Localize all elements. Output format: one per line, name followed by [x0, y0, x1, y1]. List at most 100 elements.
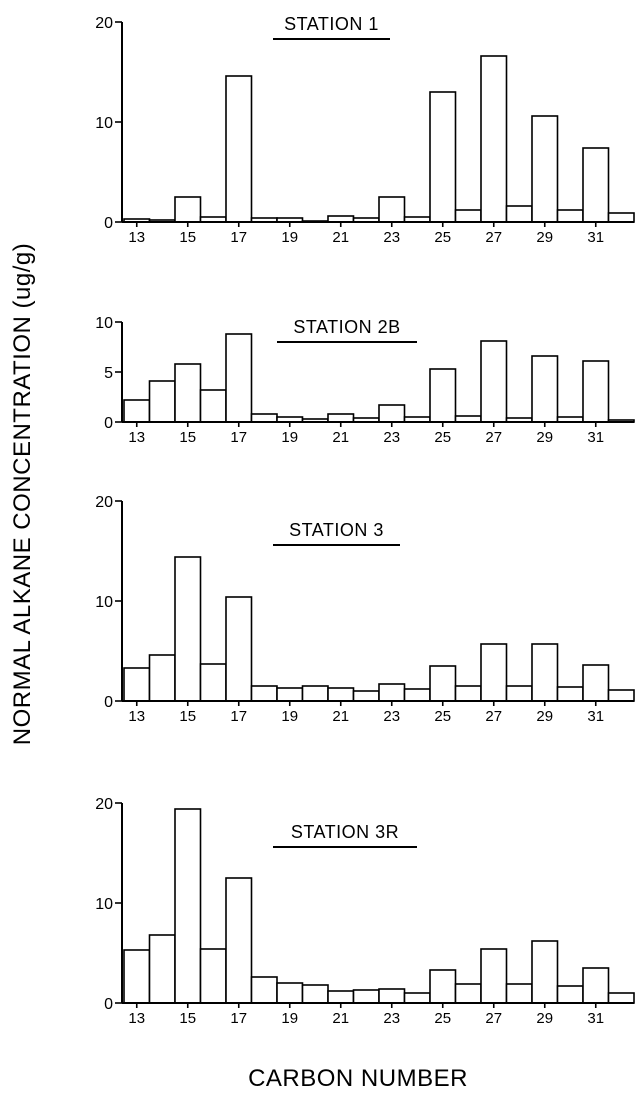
- x-tick-label: 25: [434, 1010, 451, 1027]
- x-tick-label: 17: [230, 429, 247, 446]
- station-panel: STATION 3R 0 10 20 13 15 17 19 21 23 25 27 29 31: [95, 796, 635, 1027]
- bar: [556, 209, 584, 223]
- bar: [505, 685, 533, 702]
- bar: [403, 992, 431, 1004]
- x-tick-label: 13: [128, 708, 145, 725]
- bar: [250, 685, 278, 702]
- bar: [454, 209, 482, 223]
- bar: [352, 989, 380, 1004]
- bar: [531, 940, 559, 1004]
- bar: [301, 984, 329, 1004]
- bar: [301, 685, 329, 702]
- bar: [174, 556, 202, 702]
- y-tick-label: 0: [104, 415, 113, 432]
- bar: [148, 934, 176, 1004]
- bar: [250, 413, 278, 423]
- bar: [148, 380, 176, 423]
- y-axis-title: NORMAL ALKANE CONCENTRATION (ug/g): [9, 243, 36, 745]
- bar: [582, 664, 610, 702]
- bar: [505, 983, 533, 1004]
- bar: [531, 355, 559, 423]
- bar: [531, 115, 559, 223]
- x-tick-label: 21: [332, 708, 349, 725]
- bar: [378, 988, 406, 1004]
- bar: [480, 643, 508, 702]
- y-tick-label: 0: [104, 996, 113, 1013]
- bar: [429, 969, 457, 1004]
- x-tick-label: 27: [485, 429, 502, 446]
- station-panel: STATION 3 0 10 20 13 15 17 19 21 23 25 27 29 31: [95, 494, 635, 725]
- bar: [429, 91, 457, 223]
- bar: [403, 688, 431, 702]
- bar: [276, 687, 304, 702]
- x-tick-label: 19: [281, 429, 298, 446]
- x-tick-label: 27: [485, 229, 502, 246]
- x-tick-label: 13: [128, 429, 145, 446]
- bar: [174, 808, 202, 1004]
- bar: [352, 690, 380, 702]
- bar: [225, 75, 253, 223]
- x-tick-label: 15: [179, 1010, 196, 1027]
- x-tick-label: 23: [383, 229, 400, 246]
- x-tick-label: 29: [536, 708, 553, 725]
- bar: [327, 413, 355, 423]
- x-tick-label: 21: [332, 229, 349, 246]
- x-tick-label: 15: [179, 229, 196, 246]
- x-tick-label: 15: [179, 429, 196, 446]
- bar: [225, 877, 253, 1004]
- bar: [174, 196, 202, 223]
- x-tick-label: 23: [383, 1010, 400, 1027]
- x-tick-label: 31: [587, 429, 604, 446]
- y-tick-label: 10: [95, 896, 113, 913]
- x-axis-title: CARBON NUMBER: [248, 1065, 468, 1092]
- x-tick-label: 17: [230, 1010, 247, 1027]
- x-tick-label: 29: [536, 429, 553, 446]
- bar: [276, 982, 304, 1004]
- bar: [148, 654, 176, 702]
- y-tick-label: 20: [95, 494, 113, 511]
- bar: [556, 985, 584, 1004]
- x-tick-label: 19: [281, 229, 298, 246]
- x-tick-label: 23: [383, 708, 400, 725]
- y-tick-label: 10: [95, 594, 113, 611]
- y-tick-label: 10: [95, 315, 113, 332]
- y-tick-label: 20: [95, 15, 113, 32]
- bar: [378, 683, 406, 702]
- bar: [225, 333, 253, 423]
- bar: [225, 596, 253, 702]
- bar: [327, 990, 355, 1004]
- x-tick-label: 29: [536, 1010, 553, 1027]
- x-tick-label: 21: [332, 429, 349, 446]
- bar: [378, 404, 406, 423]
- x-tick-label: 29: [536, 229, 553, 246]
- panel-title: STATION 1: [284, 14, 379, 34]
- bar: [123, 949, 151, 1004]
- x-tick-label: 13: [128, 1010, 145, 1027]
- bar: [556, 686, 584, 702]
- bar: [480, 340, 508, 423]
- bar: [199, 389, 227, 423]
- x-tick-label: 27: [485, 1010, 502, 1027]
- x-tick-label: 17: [230, 229, 247, 246]
- bar: [582, 360, 610, 423]
- x-tick-label: 31: [587, 229, 604, 246]
- bar: [454, 685, 482, 702]
- x-tick-label: 19: [281, 708, 298, 725]
- bar: [123, 667, 151, 702]
- x-tick-label: 31: [587, 1010, 604, 1027]
- x-tick-label: 25: [434, 708, 451, 725]
- bar: [429, 665, 457, 702]
- bar: [250, 976, 278, 1004]
- bar: [429, 368, 457, 423]
- bar: [582, 147, 610, 223]
- bar: [582, 967, 610, 1004]
- bar: [480, 55, 508, 223]
- station-panel: STATION 2B 0 5 10 13 15 17 19 21 23 25 27 29 31: [95, 315, 635, 446]
- bar: [607, 212, 635, 223]
- bar: [607, 992, 635, 1004]
- y-tick-label: 5: [104, 365, 113, 382]
- bar: [454, 983, 482, 1004]
- bar: [174, 363, 202, 423]
